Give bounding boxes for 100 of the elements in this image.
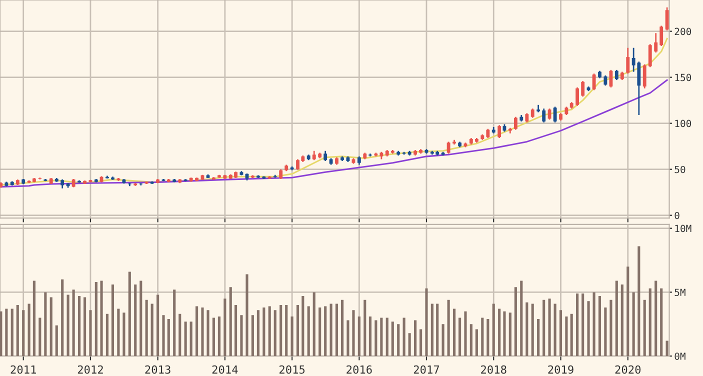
bar [167,319,170,356]
bar [140,280,142,356]
bar [340,300,344,356]
x-tick-label: 2014 [212,365,238,374]
bar [408,333,411,356]
bar [89,310,92,356]
bar [66,294,70,356]
candlestick [486,128,490,139]
bar [122,312,126,356]
x-tick-label: 2013 [145,365,170,374]
bar [240,315,243,356]
bar [402,318,406,356]
bar [576,293,579,356]
bar [44,292,47,356]
x-tick-label: 2020 [615,365,641,374]
candlestick [604,74,608,86]
bar [503,311,506,356]
bar [666,340,668,356]
bar [508,312,512,356]
bar [498,308,501,356]
bar [531,304,534,356]
bar [514,287,517,356]
bar [554,304,556,356]
bar [643,300,646,356]
bar [380,318,383,356]
bar [61,279,64,356]
bar [38,318,42,356]
bar [615,280,618,356]
line-series [0,38,668,186]
bar [100,280,103,356]
bar [178,314,182,356]
bar [0,311,2,356]
x-tick-label: 2015 [280,365,305,374]
bar [470,324,472,356]
y-tick-label: 200 [674,28,692,36]
bar [190,322,192,356]
candlestick [530,108,534,118]
bar [368,316,372,356]
candlestick [498,124,502,139]
bar [128,272,131,356]
bar [559,310,562,356]
candlestick [324,150,328,162]
bar [134,284,137,356]
bar [111,284,114,356]
candlestick [654,32,658,54]
bar [598,296,602,356]
bar [548,298,551,356]
bar [436,304,439,356]
x-tick-label: 2017 [414,365,440,374]
bar [256,310,260,356]
candlestick [642,64,646,90]
candlestick [542,108,546,124]
bar [452,308,456,356]
bar [458,318,462,356]
bar [660,288,663,356]
bar [420,329,422,356]
bar [565,316,568,356]
y-tick-label: 100 [675,120,692,128]
bar [475,329,478,356]
bar [324,306,327,356]
bar [425,288,428,356]
candlestick [312,150,316,161]
bar [610,300,612,356]
bar [364,300,366,356]
candlestick [626,47,630,74]
y-tick-label: 150 [675,74,692,82]
bar [632,292,635,356]
bar [542,300,546,356]
bar [374,320,378,356]
bar [10,308,14,356]
bar [587,301,590,356]
line-series [0,79,668,188]
y-tick-label: 5M [674,288,686,296]
bar [72,290,75,356]
y-tick-label: 10M [675,224,692,232]
bar [318,308,322,356]
bar [28,304,30,356]
bar [520,280,523,356]
bar [296,304,300,356]
bar [84,297,86,356]
y-tick-label: 50 [674,166,686,174]
bar [218,316,221,356]
candlestick [514,116,518,130]
bar [32,280,36,356]
candlestick [660,25,664,47]
bar [117,308,120,356]
bar [386,318,388,356]
bar [22,310,25,356]
bar [251,315,254,356]
bar [302,296,304,356]
bar [94,282,98,356]
bar [55,325,58,356]
bar [481,318,484,356]
bar [224,298,226,356]
y-tick-label: 0M [674,352,686,360]
bar [184,322,187,356]
x-tick-label: 2018 [481,365,506,374]
bar [570,314,573,356]
bar [582,293,584,356]
y-tick-label: 0 [674,212,680,220]
